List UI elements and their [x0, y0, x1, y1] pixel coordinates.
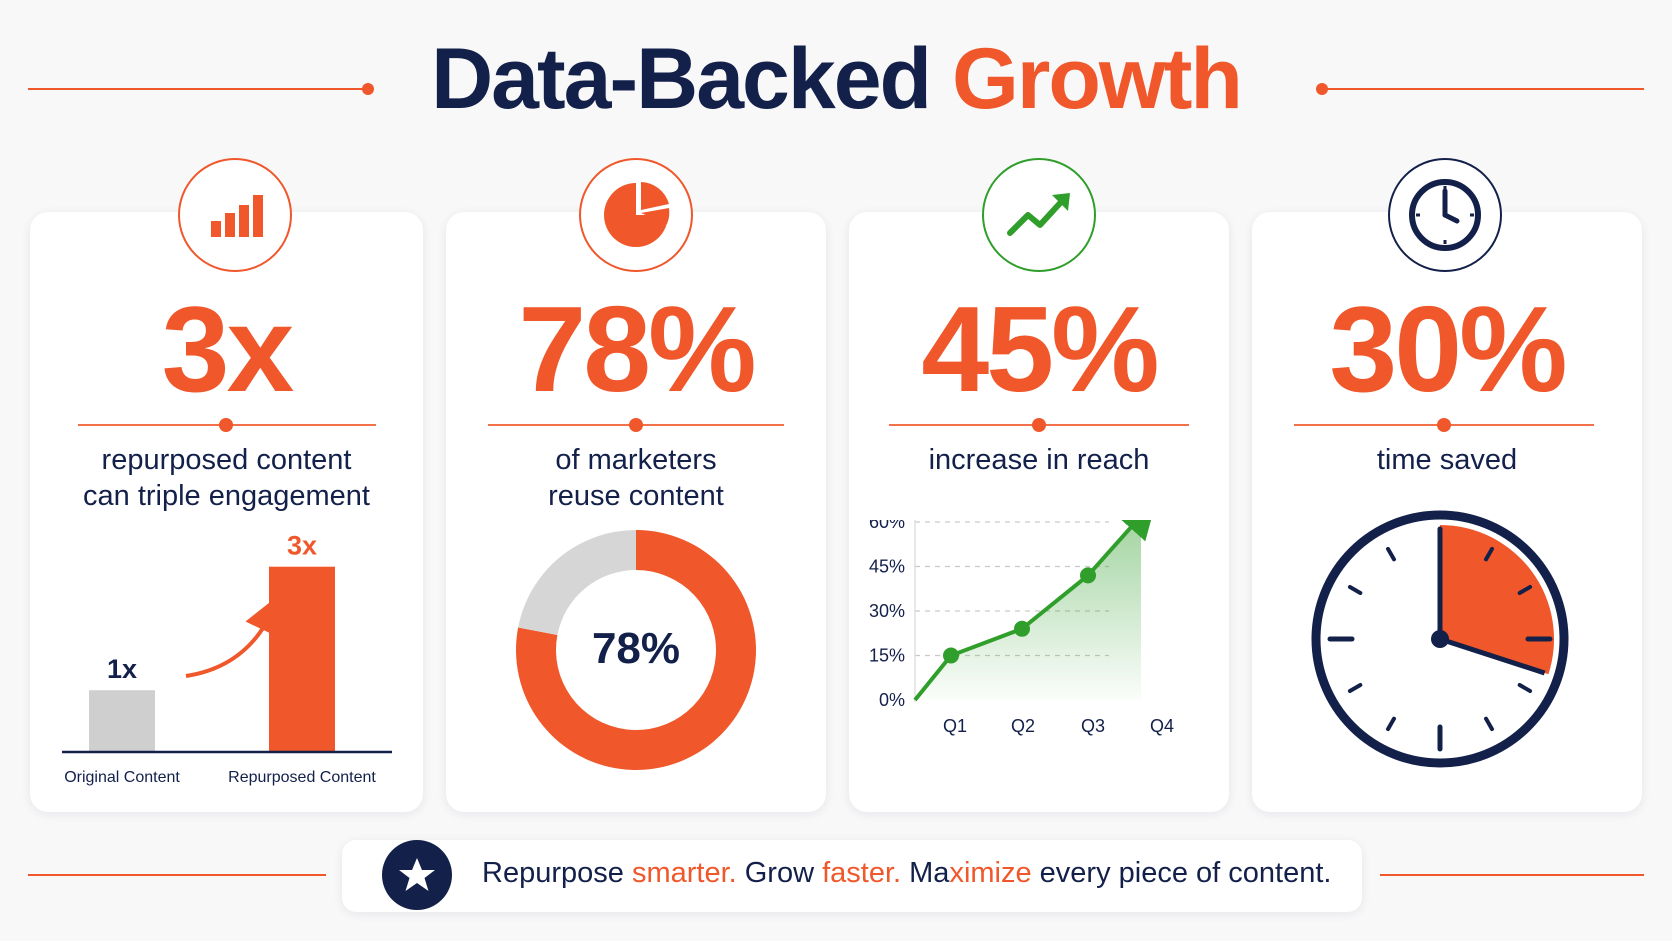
stat-caption-2: of marketers reuse content [446, 442, 826, 514]
bar-category-label: Original Content [64, 769, 180, 786]
x-tick-label: Q2 [1011, 716, 1035, 736]
stat-value-3: 45% [921, 281, 1159, 417]
footer-tagline: Repurpose smarter. Grow faster. Maximize… [482, 857, 1331, 890]
stat-value-4: 30% [1329, 281, 1567, 417]
stat-caption-1-line1: repurposed content [101, 444, 352, 476]
x-tick-label: Q1 [943, 716, 967, 736]
stat-value-1: 3x [161, 281, 295, 417]
y-tick-label: 0% [879, 690, 905, 710]
tagline-part-2: Grow [736, 857, 823, 889]
stat-caption-2-line2: reuse content [548, 480, 724, 512]
stat-icon-circle-1 [178, 158, 292, 272]
header-line-left [28, 88, 368, 90]
footer-line-right [1380, 874, 1644, 876]
y-tick-label: 30% [869, 601, 905, 621]
donut-slice-1 [516, 530, 757, 770]
tagline-part-4: every piece of content. [1031, 857, 1332, 889]
stat-icon-circle-3 [982, 158, 1096, 272]
line-area-fill [915, 520, 1141, 700]
stat-divider-dot-4 [1437, 418, 1451, 432]
stat-divider-dot-2 [629, 418, 643, 432]
stat-icon-circle-4 [1388, 158, 1502, 272]
line-point-Q3 [1080, 567, 1096, 584]
clock-tick [1517, 683, 1533, 693]
pie-chart-icon [604, 182, 670, 247]
stat-caption-1-line2: can triple engagement [83, 480, 370, 512]
stat-card-reach [849, 212, 1229, 812]
clock-tick [1347, 585, 1363, 595]
bar-data-label: 3x [287, 531, 317, 561]
stat-divider-dot-1 [219, 418, 233, 432]
bar-data-label: 1x [107, 654, 137, 684]
footer-line-left [28, 874, 326, 876]
y-tick-label: 60% [869, 520, 905, 532]
footer-banner [342, 840, 1362, 912]
clock-tick [1484, 546, 1494, 562]
clock-hour-hand [1439, 636, 1546, 676]
page-title-dark: Data-Backed [431, 31, 932, 127]
clock-tick [1347, 683, 1363, 693]
donut-center-label: 78% [592, 624, 680, 673]
clock-tick [1386, 716, 1396, 732]
star-badge [382, 840, 452, 910]
page-title: Data-Backed Growth [0, 36, 1672, 122]
tagline-accent-3: ximize [949, 857, 1032, 889]
header-line-right [1322, 88, 1644, 90]
stat-caption-3: increase in reach [849, 442, 1229, 478]
clock-chart [1311, 510, 1569, 768]
stat-icon-circle-2 [579, 158, 693, 272]
donut-chart: 78% [516, 530, 757, 770]
time-saved-sector [1440, 525, 1554, 675]
x-tick-label: Q3 [1081, 716, 1105, 736]
tagline-part-1: Repurpose [482, 857, 632, 889]
tagline-accent-1: smarter. [631, 857, 737, 889]
stat-caption-4: time saved [1252, 442, 1642, 478]
header-dot-right [1316, 83, 1328, 95]
growth-arrow-icon [185, 593, 282, 678]
stat-caption-3-line1: increase in reach [928, 444, 1150, 476]
clock-tick [1386, 546, 1396, 562]
star-icon [399, 858, 435, 891]
line-chart: 0% 15% 30% 45% 60% Q1 Q2 Q3 Q4 [869, 520, 1174, 736]
stat-card-marketers [446, 212, 826, 812]
tagline-part-3: Ma [901, 857, 950, 889]
clock-tick [1517, 585, 1533, 595]
donut-slice-2 [518, 530, 636, 636]
bar-category-label: Repurposed Content [228, 769, 376, 786]
bar-2 [269, 566, 335, 752]
line-point-Q1 [943, 647, 959, 664]
bar-1 [89, 690, 155, 752]
tagline-accent-2: faster. [822, 857, 902, 889]
header-dot-left [362, 83, 374, 95]
clock-center [1431, 630, 1449, 648]
x-tick-label: Q4 [1150, 716, 1174, 736]
page-title-accent: Growth [951, 31, 1243, 127]
stat-value-2: 78% [518, 281, 756, 417]
bar-chart: 1x Original Content 3x Repurposed Content [62, 531, 392, 786]
stat-caption-1: repurposed content can triple engagement [30, 442, 423, 514]
y-tick-label: 15% [869, 646, 905, 666]
bar-chart-icon [211, 195, 263, 237]
clock-tick [1484, 716, 1494, 732]
y-tick-label: 45% [869, 557, 905, 577]
stat-caption-2-line1: of marketers [555, 444, 717, 476]
line-point-Q2 [1014, 620, 1030, 637]
trend-up-icon [1007, 193, 1070, 236]
clock-icon [1409, 179, 1481, 251]
stat-caption-4-line1: time saved [1376, 444, 1518, 476]
stat-divider-dot-3 [1032, 418, 1046, 432]
